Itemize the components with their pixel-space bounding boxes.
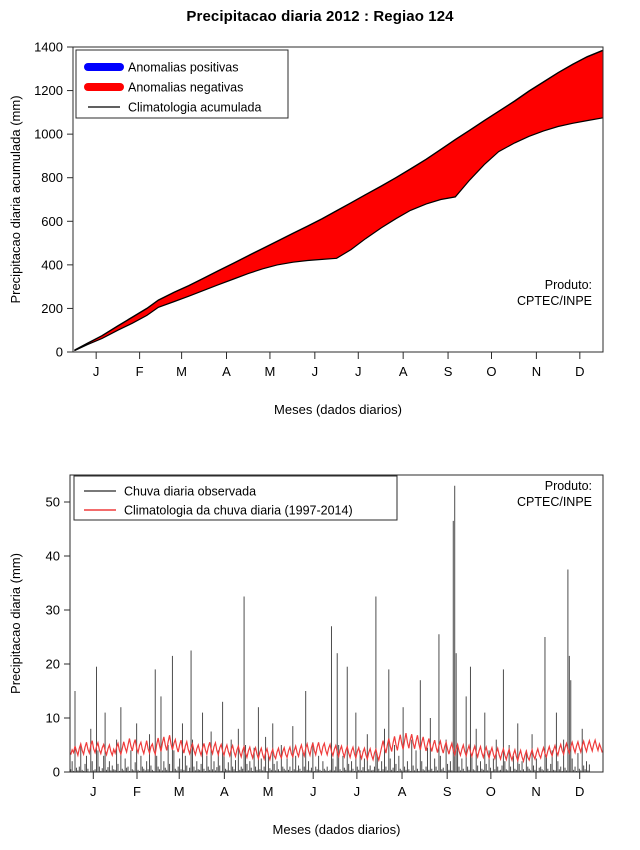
y-tick-label: 10 xyxy=(46,711,60,726)
y-tick-label: 30 xyxy=(46,603,60,618)
x-tick-label: O xyxy=(486,784,496,799)
x-tick-label: A xyxy=(399,364,408,379)
y-axis: 0 200 400 600 800 1000 1200 1400 xyxy=(34,40,73,360)
x-tick-label: M xyxy=(176,364,187,379)
produto-line-1: Produto: xyxy=(545,278,592,292)
y-tick-label: 50 xyxy=(46,495,60,510)
produto-line-2: CPTEC/INPE xyxy=(517,495,592,509)
legend-label: Anomalias positivas xyxy=(128,61,238,75)
x-axis-label: Meses (dados diarios) xyxy=(273,822,401,837)
x-tick-label: M xyxy=(174,784,185,799)
climatology-accumulated-line xyxy=(74,49,604,351)
y-tick-label: 1000 xyxy=(34,127,63,142)
x-tick-label: A xyxy=(222,364,231,379)
page-title: Precipitacao diaria 2012 : Regiao 124 xyxy=(186,8,454,25)
x-tick-label: J xyxy=(355,364,362,379)
y-tick-label: 0 xyxy=(53,765,60,780)
x-tick-label: M xyxy=(265,364,276,379)
y-tick-label: 400 xyxy=(41,257,63,272)
y-tick-label: 600 xyxy=(41,214,63,229)
produto-line-1: Produto: xyxy=(545,479,592,493)
x-tick-label: O xyxy=(486,364,496,379)
climatology-daily-line xyxy=(70,733,603,764)
y-tick-label: 200 xyxy=(41,301,63,316)
x-tick-label: D xyxy=(575,784,584,799)
y-axis-label: Precipitacao diaria acumulada (mm) xyxy=(8,95,23,303)
x-tick-label: J xyxy=(310,784,317,799)
legend-label: Climatologia da chuva diaria (1997-2014) xyxy=(124,504,353,518)
accumulated-precipitation-chart: 0 200 400 600 800 1000 1200 1400 Precipitacao di… xyxy=(8,40,604,417)
y-tick-label: 800 xyxy=(41,170,63,185)
produto-line-2: CPTEC/INPE xyxy=(517,294,592,308)
y-axis: 0 10 20 30 40 50 xyxy=(46,495,70,780)
x-tick-label: J xyxy=(93,364,100,379)
x-tick-label: N xyxy=(531,784,540,799)
x-tick-label: J xyxy=(354,784,361,799)
produto-credit: Produto: CPTEC/INPE xyxy=(517,278,592,308)
legend-box xyxy=(73,475,398,521)
legend-label: Anomalias negativas xyxy=(128,81,243,95)
x-tick-label: J xyxy=(90,784,97,799)
y-tick-label: 1400 xyxy=(34,40,63,55)
legend: Anomalias positivas Anomalias negativas Cl… xyxy=(75,49,289,119)
y-tick-label: 1200 xyxy=(34,83,63,98)
x-axis-label: Meses (dados diarios) xyxy=(274,402,402,417)
y-tick-label: 0 xyxy=(56,345,63,360)
x-tick-label: M xyxy=(263,784,274,799)
observed-accumulated-line xyxy=(74,117,604,352)
x-tick-label: S xyxy=(444,364,453,379)
x-tick-label: A xyxy=(398,784,407,799)
x-tick-label: J xyxy=(312,364,319,379)
y-tick-label: 20 xyxy=(46,657,60,672)
legend-label: Climatologia acumulada xyxy=(128,101,261,115)
x-tick-label: N xyxy=(532,364,541,379)
legend-label: Chuva diaria observada xyxy=(124,485,256,499)
plot-frame xyxy=(69,474,604,773)
daily-precipitation-chart: 0 10 20 30 40 50 Precipitacao diaria (mm) J F M A M… xyxy=(8,474,604,837)
x-tick-label: S xyxy=(443,784,452,799)
x-tick-label: D xyxy=(575,364,584,379)
produto-credit: Produto: CPTEC/INPE xyxy=(517,479,592,509)
observed-impulses xyxy=(70,485,590,772)
x-tick-label: F xyxy=(133,784,141,799)
legend: Chuva diaria observada Climatologia da ch… xyxy=(73,475,398,521)
plot-frame xyxy=(72,46,604,353)
x-tick-label: A xyxy=(220,784,229,799)
x-tick-label: F xyxy=(136,364,144,379)
y-axis-label: Precipitacao diaria (mm) xyxy=(8,553,23,694)
y-tick-label: 40 xyxy=(46,549,60,564)
